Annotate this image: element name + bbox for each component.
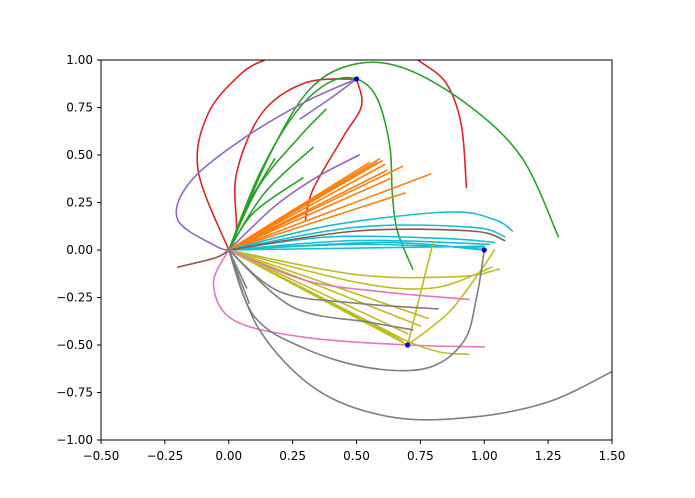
series-line-46 [227,249,612,421]
series-line-29 [227,241,486,251]
series-line-18 [227,165,404,251]
series-line-30 [227,228,506,251]
x-tick-label: 0.75 [407,449,434,463]
x-tick-label: −0.25 [146,449,183,463]
series-line-20 [227,173,432,251]
x-axis: −0.50 −0.25 0.00 0.25 0.50 0.75 1.00 1.25 1.50 [83,440,626,463]
targets-layer [353,76,487,348]
series-line-16 [227,163,386,251]
series-line-40 [227,249,493,290]
series-line-9 [227,108,327,251]
x-tick-label: 1.00 [471,449,498,463]
series-line-39 [227,249,501,279]
x-tick-label: −0.50 [83,449,120,463]
series-line-19 [227,177,394,251]
series-line-43 [212,249,486,348]
y-tick-label: 1.00 [66,53,93,67]
series-line-42 [406,241,434,346]
y-tick-label: 0.75 [66,101,93,115]
series-line-45 [227,249,486,372]
series-line-8 [227,177,304,251]
target-point-0 [353,76,360,82]
series-line-25 [227,239,491,251]
y-axis: −1.00 −0.75 −0.50 −0.25 0.00 0.25 0.50 0.75 1.00 [56,53,101,447]
y-tick-label: −1.00 [56,433,93,447]
y-tick-label: 0.00 [66,243,93,257]
series-line-10 [175,78,358,251]
series-line-50 [227,249,248,289]
y-tick-label: −0.75 [56,386,93,400]
series-line-44 [227,249,470,301]
target-point-1 [481,247,487,253]
y-tick-label: 0.50 [66,148,93,162]
series-line-21 [227,192,406,251]
series-line-41 [406,249,496,346]
x-tick-label: 0.50 [343,449,370,463]
series-line-36 [227,249,422,327]
x-tick-label: 0.25 [279,449,306,463]
y-tick-label: 0.25 [66,196,93,210]
series-line-48 [227,249,414,331]
series-layer [175,60,612,421]
series-line-5 [227,61,560,251]
y-tick-label: −0.25 [56,291,93,305]
x-tick-label: 1.50 [599,449,626,463]
series-line-31 [176,249,230,268]
series-line-11 [227,154,360,251]
x-tick-label: 1.25 [535,449,562,463]
y-tick-label: −0.50 [56,338,93,352]
series-line-27 [227,224,506,251]
x-tick-label: 0.00 [215,449,242,463]
series-line-1 [196,60,266,251]
series-line-2 [417,60,468,189]
series-line-28 [227,211,514,251]
series-line-35 [227,249,409,335]
target-point-2 [405,342,411,348]
series-line-12 [299,78,358,120]
series-line-22 [227,161,371,251]
